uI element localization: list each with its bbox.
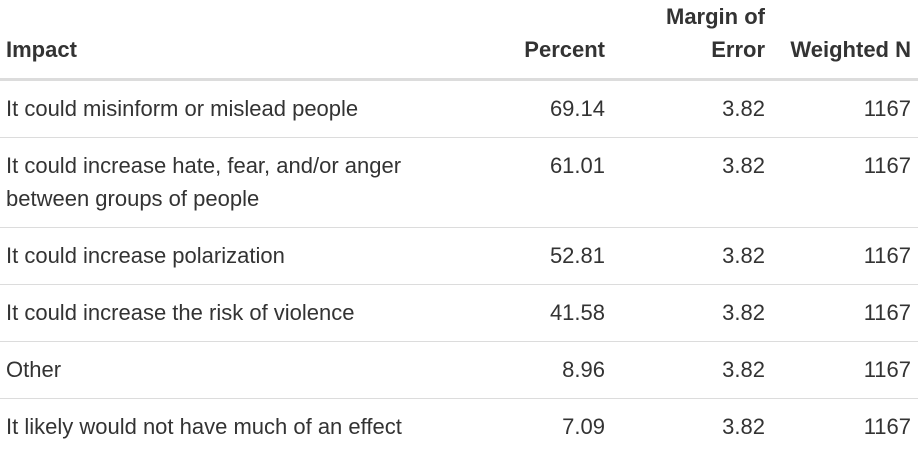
- value-cell: 3.82: [612, 285, 772, 342]
- value-cell: 1167: [772, 138, 918, 228]
- value-cell: 1167: [772, 399, 918, 455]
- impact-cell: It could increase hate, fear, and/or ang…: [0, 138, 470, 228]
- impact-cell: It likely would not have much of an effe…: [0, 399, 470, 455]
- value-cell: 3.82: [612, 228, 772, 285]
- column-header: Margin of Error: [612, 0, 772, 80]
- value-cell: 3.82: [612, 342, 772, 399]
- table-row: It likely would not have much of an effe…: [0, 399, 918, 455]
- value-cell: 3.82: [612, 399, 772, 455]
- column-header: Impact: [0, 0, 470, 80]
- value-cell: 8.96: [470, 342, 612, 399]
- value-cell: 41.58: [470, 285, 612, 342]
- value-cell: 1167: [772, 342, 918, 399]
- value-cell: 3.82: [612, 138, 772, 228]
- value-cell: 69.14: [470, 80, 612, 138]
- value-cell: 7.09: [470, 399, 612, 455]
- value-cell: 1167: [772, 80, 918, 138]
- value-cell: 1167: [772, 228, 918, 285]
- column-header: Percent: [470, 0, 612, 80]
- impact-cell: Other: [0, 342, 470, 399]
- value-cell: 3.82: [612, 80, 772, 138]
- impact-cell: It could increase the risk of violence: [0, 285, 470, 342]
- value-cell: 61.01: [470, 138, 612, 228]
- value-cell: 52.81: [470, 228, 612, 285]
- impact-cell: It could increase polarization: [0, 228, 470, 285]
- value-cell: 1167: [772, 285, 918, 342]
- column-header: Weighted N: [772, 0, 918, 80]
- table-row: It could increase hate, fear, and/or ang…: [0, 138, 918, 228]
- impact-cell: It could misinform or mislead people: [0, 80, 470, 138]
